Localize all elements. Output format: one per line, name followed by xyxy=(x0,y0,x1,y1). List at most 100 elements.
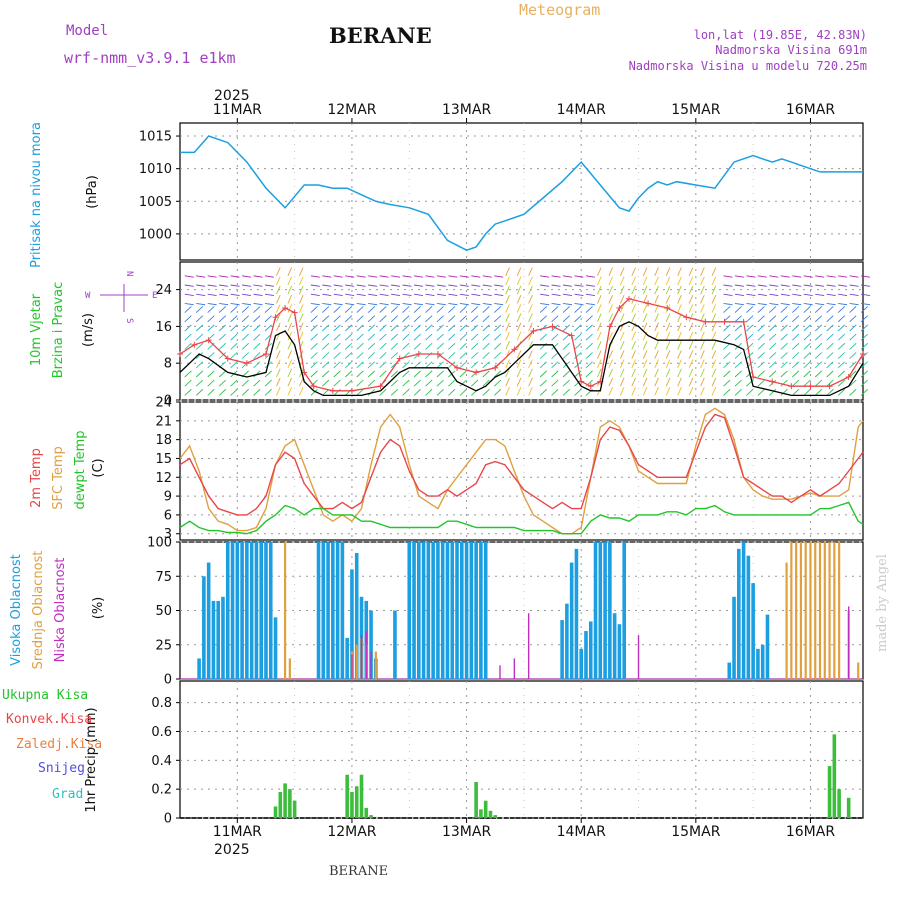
wind-arrow xyxy=(769,361,777,369)
wind-arrow xyxy=(436,284,446,287)
wind-arrow xyxy=(333,361,341,369)
wind-arrow xyxy=(769,306,777,313)
wind-arrow xyxy=(585,333,593,341)
wind-arrow xyxy=(700,304,705,313)
wind-arrow xyxy=(207,324,215,332)
wind-arrow xyxy=(287,387,293,396)
wind-arrow xyxy=(597,285,602,295)
wind-arrow xyxy=(493,370,502,378)
ytick-label: 1015 xyxy=(139,130,172,145)
wind-arrow xyxy=(837,342,846,350)
wind-arrow xyxy=(688,276,694,286)
wind-arrow xyxy=(425,275,435,278)
wind-arrow xyxy=(826,284,836,287)
wind-arrow xyxy=(287,285,293,295)
low-cloud-bar xyxy=(527,613,530,679)
wind-arrow xyxy=(837,388,846,396)
wind-arrow xyxy=(390,379,399,387)
wind-arrow xyxy=(391,302,401,306)
wind-arrow xyxy=(379,388,387,396)
wind-arrow xyxy=(230,275,240,278)
wind-arrow xyxy=(459,379,467,387)
wind-arrow xyxy=(482,361,490,369)
wind-arrow xyxy=(482,315,490,323)
wind-arrow xyxy=(402,275,412,278)
wind-arrow xyxy=(769,333,777,341)
wind-arrow xyxy=(803,370,811,378)
wind-arrow xyxy=(792,315,800,323)
wind-arrow xyxy=(654,322,659,332)
wind-arrow xyxy=(184,284,194,287)
wind-arrow xyxy=(860,324,868,332)
wind-arrow xyxy=(287,295,293,304)
wind-arrow xyxy=(780,388,788,396)
wind-arrow xyxy=(310,333,318,341)
wind-arrow xyxy=(253,333,261,341)
wind-arrow xyxy=(310,275,320,278)
wind-arrow xyxy=(803,379,811,387)
wind-arrow xyxy=(608,295,613,304)
wind-arrow xyxy=(860,315,868,323)
wind-arrow xyxy=(379,324,387,332)
wind-arrow xyxy=(608,304,613,313)
wind-arrow xyxy=(849,352,857,359)
wind-arrow xyxy=(597,359,602,368)
wind-arrow xyxy=(734,379,742,387)
wind-arrow xyxy=(505,267,510,276)
wind-arrow xyxy=(425,315,433,323)
compass-n: N xyxy=(124,271,134,276)
wind-arrow xyxy=(711,331,717,341)
wind-arrow xyxy=(665,368,671,378)
wind-arrow xyxy=(665,285,671,295)
wind-arrow xyxy=(425,302,435,306)
wind-arrow xyxy=(539,315,548,323)
wind-arrow xyxy=(597,341,602,350)
high-cloud-bar xyxy=(565,603,569,679)
wind-arrow xyxy=(253,306,261,313)
wind-arrow xyxy=(195,333,204,341)
wind-arrow xyxy=(379,293,389,296)
wind-arrow xyxy=(608,331,613,341)
precip-bar xyxy=(273,806,278,818)
wind-arrow xyxy=(413,293,424,296)
wind-arrow xyxy=(344,379,353,387)
wind-arrow xyxy=(540,302,550,306)
wind-arrow xyxy=(230,302,240,306)
wind-arrow xyxy=(218,306,227,313)
wind-arrow xyxy=(493,306,502,313)
wind-arrow xyxy=(310,302,320,306)
high-cloud-bar xyxy=(603,542,607,679)
wind-arrow xyxy=(597,313,602,322)
wind-arrow xyxy=(425,388,433,396)
high-cloud-bar xyxy=(741,542,746,679)
high-cloud-bar xyxy=(417,542,421,679)
wind-arrow xyxy=(642,359,648,368)
wind-arrow xyxy=(608,276,613,286)
wind-arrow xyxy=(344,315,353,323)
wind-arrow xyxy=(298,295,304,304)
wind-arrow xyxy=(298,322,304,332)
high-cloud-bar xyxy=(245,542,249,679)
wind-arrow xyxy=(792,302,802,306)
wind-arrow xyxy=(837,324,846,332)
high-cloud-bar xyxy=(273,617,278,679)
date-top-label: 11MAR xyxy=(213,102,262,118)
wind-arrow xyxy=(230,293,240,296)
wind-arrow xyxy=(241,352,249,359)
wind-arrow xyxy=(746,315,754,323)
wind-arrow xyxy=(367,333,376,341)
high-cloud-bar xyxy=(727,662,732,679)
wind-arrow xyxy=(665,387,671,396)
wind-arrow xyxy=(195,324,204,332)
sfc-ylabel: SFC Temp xyxy=(51,446,66,510)
wind-arrow xyxy=(700,276,705,286)
wind-arrow xyxy=(631,368,636,378)
wind-arrow xyxy=(356,302,366,306)
wind-arrow xyxy=(826,333,834,341)
wind-arrow xyxy=(390,352,399,359)
wind-arrow xyxy=(219,275,229,278)
precip-bar xyxy=(369,815,373,818)
wind-arrow xyxy=(619,295,625,304)
wind-arrow xyxy=(585,379,593,387)
wind-arrow xyxy=(849,388,857,396)
